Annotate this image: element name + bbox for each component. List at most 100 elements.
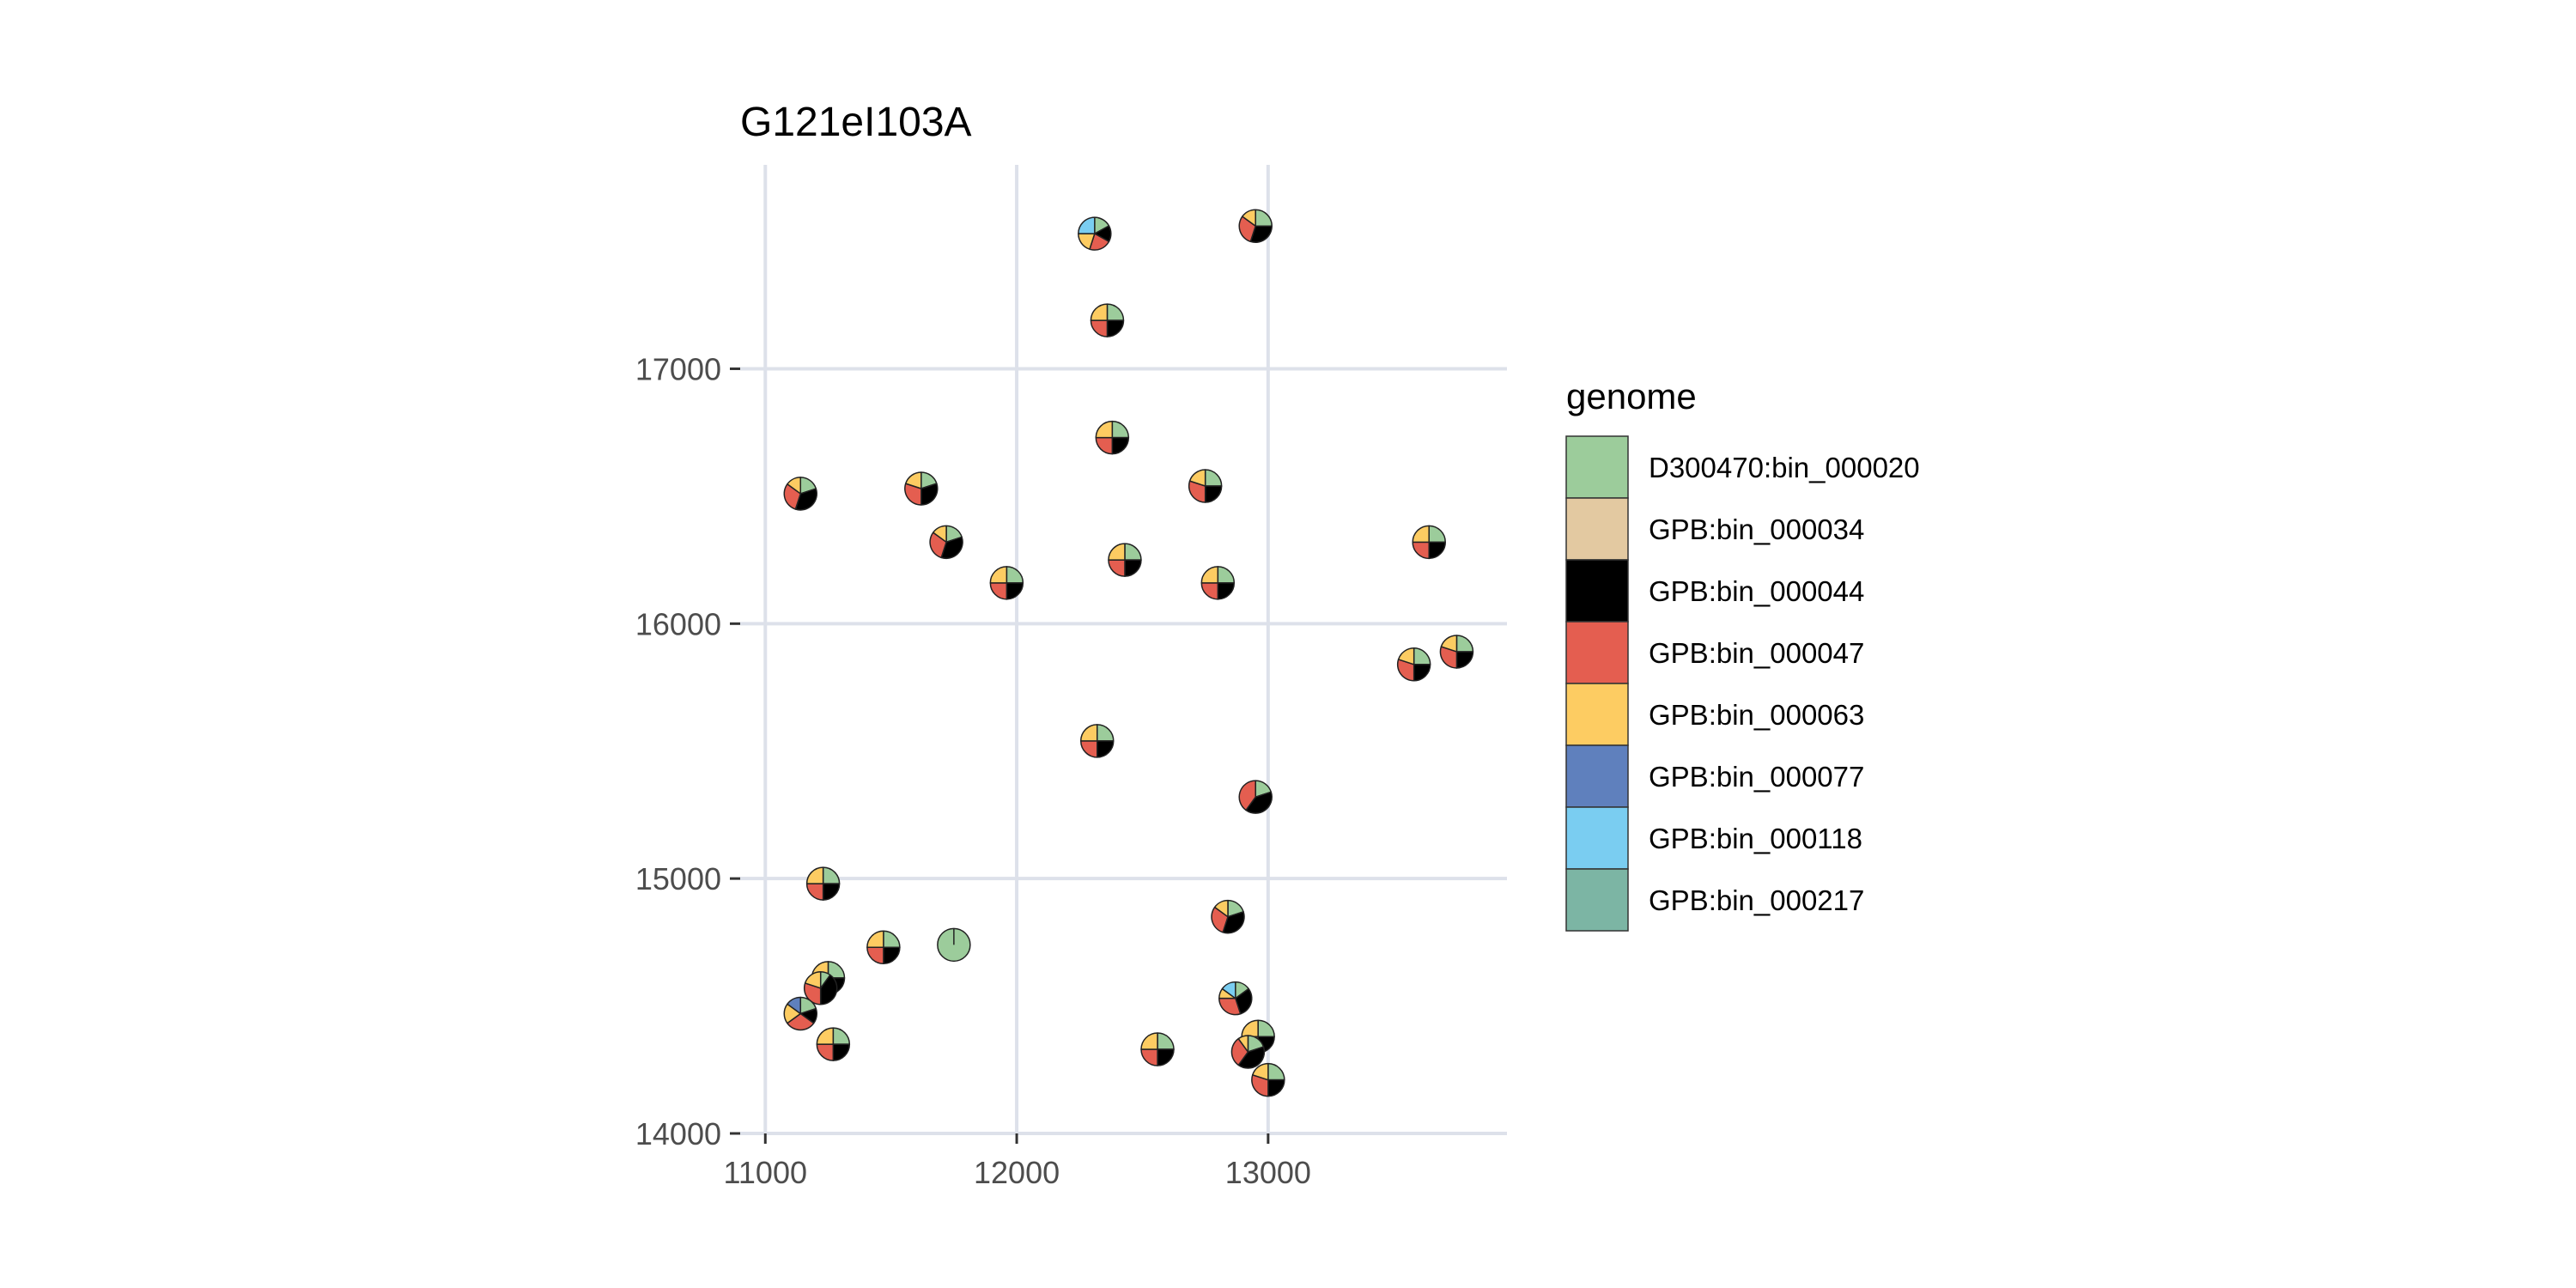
y-tick-label: 15000 [635, 861, 721, 896]
legend-entry: GPB:bin_000044 [1565, 559, 1864, 623]
pie-slice [787, 1012, 815, 1031]
pie-slice [804, 971, 822, 989]
legend-key-swatch [1565, 497, 1629, 561]
legend-entry: D300470:bin_000020 [1565, 435, 1920, 499]
pie-slice [1111, 420, 1130, 439]
pie-slice [1238, 216, 1256, 243]
pie-slice [822, 866, 841, 884]
pie-point [1238, 780, 1273, 814]
pie-slice [1249, 225, 1273, 243]
pie-slice [1218, 997, 1242, 1016]
legend: genome D300470:bin_000020 GPB:bin_000034 G… [1565, 376, 1920, 932]
legend-label: GPB:bin_000118 [1649, 823, 1862, 854]
chart-title: G121eI103A [740, 100, 972, 145]
pie-slice [1245, 791, 1273, 814]
pie-point [1396, 647, 1431, 682]
x-tick-label: 11000 [724, 1155, 807, 1190]
pie-slice [1095, 420, 1114, 439]
pie-slice [1257, 1019, 1275, 1037]
pie-point [803, 971, 838, 1005]
pie-point [1412, 525, 1446, 560]
pie-slice [904, 471, 922, 489]
pie-slice [1124, 559, 1142, 577]
pie-slice [1157, 1048, 1175, 1066]
legend-label: D300470:bin_000020 [1649, 452, 1920, 483]
pie-slice [787, 477, 802, 495]
pie-slice [819, 974, 838, 1005]
pie-slice [866, 946, 884, 965]
pie-slice [1080, 740, 1098, 758]
pie-slice [832, 1043, 851, 1061]
legend-entry: GPB:bin_000077 [1565, 744, 1864, 808]
pie-slice [1455, 635, 1474, 653]
pie-point [937, 927, 971, 963]
pie-slice [1267, 1078, 1285, 1097]
pie-point [1188, 469, 1223, 503]
pie-point [1090, 303, 1125, 337]
legend-label: GPB:bin_000217 [1649, 884, 1864, 916]
legend-key-swatch [1565, 744, 1629, 808]
legend-entry: GPB:bin_000063 [1565, 683, 1864, 746]
pie-slice [816, 1043, 835, 1061]
pie-slice [1428, 541, 1446, 560]
pie-slice [832, 1027, 851, 1045]
pie-slice [1221, 981, 1236, 999]
pie-slice [1241, 1019, 1259, 1037]
pie-slice [1251, 1074, 1269, 1097]
legend-entry: GPB:bin_000047 [1565, 621, 1864, 684]
pie-slice [904, 483, 922, 506]
legend-label: GPB:bin_000047 [1649, 637, 1864, 669]
y-tick-label: 16000 [635, 606, 721, 641]
pie-slice [920, 483, 939, 506]
pie-point [783, 477, 817, 511]
pie-slice [1428, 525, 1446, 544]
pie-point [929, 525, 963, 560]
pie-slice [1455, 651, 1474, 669]
legend-title: genome [1566, 376, 1697, 416]
legend-entry: GPB:bin_000217 [1565, 868, 1864, 932]
legend-label: GPB:bin_000034 [1649, 513, 1864, 545]
pie-point [816, 1027, 851, 1061]
pie-slice [989, 566, 1008, 584]
pie-slice [805, 866, 824, 884]
pie-slice [1090, 303, 1109, 321]
pie-slice [989, 582, 1008, 600]
pie-slice [1097, 724, 1115, 742]
pie-slice [805, 883, 824, 901]
legend-entry: GPB:bin_000118 [1565, 806, 1862, 870]
pie-slice [803, 982, 822, 1005]
pie-slice [1108, 543, 1126, 561]
pie-slice [822, 883, 841, 901]
pie-slice [1204, 469, 1223, 487]
legend-key-swatch [1565, 559, 1629, 623]
pie-slice [1097, 740, 1115, 758]
y-tick-label: 14000 [635, 1116, 721, 1151]
pie-slice [1213, 899, 1229, 918]
pie-slice [1106, 303, 1125, 321]
pie-slice [883, 946, 901, 965]
pie-slice [1005, 566, 1024, 584]
pie-slice [1235, 987, 1253, 1015]
legend-key-swatch [1565, 621, 1629, 684]
pie-slice [1188, 469, 1206, 487]
pie-slice [1397, 647, 1415, 665]
pie-point [1439, 635, 1474, 669]
pie-point [1080, 724, 1115, 758]
pie-slice [1111, 436, 1130, 455]
pie-slice [1108, 559, 1126, 577]
legend-label: GPB:bin_000063 [1649, 699, 1864, 731]
pie-point [1108, 543, 1142, 577]
pie-point [1238, 209, 1273, 243]
pie-point [1200, 566, 1236, 600]
pie-slice [883, 930, 901, 949]
pie-point [1211, 899, 1245, 934]
pie-slice [1200, 566, 1219, 584]
pie-slice [929, 532, 947, 559]
pie-slice [1078, 216, 1096, 234]
pie-slice [1005, 582, 1024, 600]
pie-point [783, 996, 817, 1031]
pie-slice [1412, 541, 1430, 560]
pie-slice [1413, 664, 1431, 682]
pie-points [783, 209, 1474, 1097]
